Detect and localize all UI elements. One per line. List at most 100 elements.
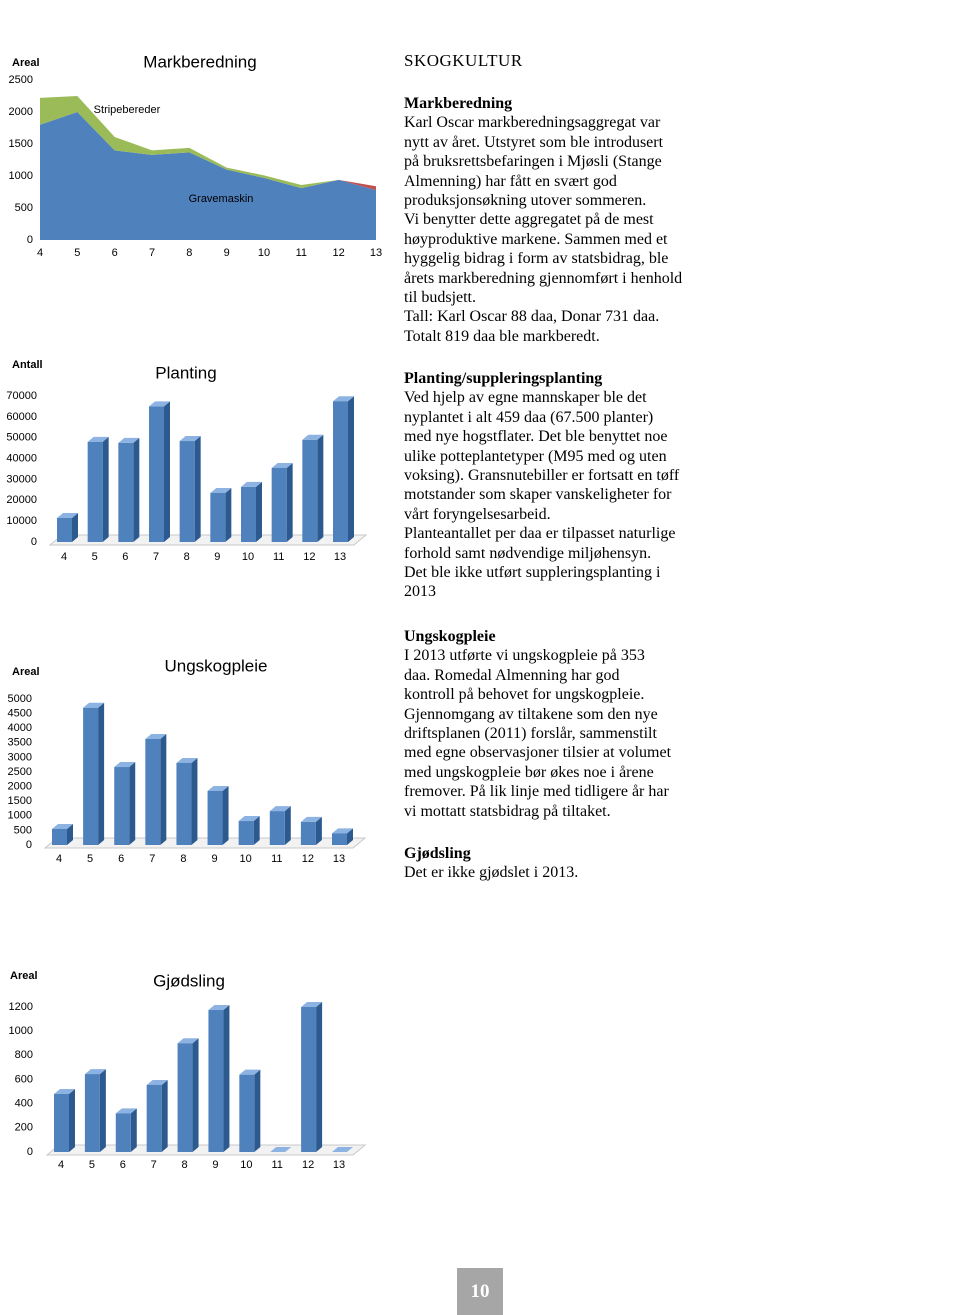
bar <box>301 1007 317 1152</box>
bar <box>114 767 130 845</box>
bar-side <box>67 823 73 845</box>
x-tick-label: 7 <box>153 551 159 563</box>
bar <box>332 833 347 845</box>
bar-top <box>332 828 353 834</box>
bar-side <box>164 401 170 542</box>
bar-side <box>194 436 201 542</box>
text-line: høyproduktive markene. Sammen med et <box>404 230 668 248</box>
y-tick-label: 2500 <box>9 74 33 86</box>
bar-side <box>192 1038 199 1152</box>
y-tick-label: 1200 <box>9 1001 33 1013</box>
y-tick-label: 50000 <box>6 432 37 444</box>
bar-side <box>348 396 354 542</box>
y-tick-label: 30000 <box>6 473 37 485</box>
text-line: årets markberedning gjennomført i henhol… <box>404 269 683 287</box>
bar-top <box>52 823 73 829</box>
x-tick-label: 7 <box>149 247 155 259</box>
y-axis-label: Antall <box>12 359 43 371</box>
y-tick-label: 10000 <box>6 515 37 527</box>
bar-top <box>210 487 232 493</box>
bar-side <box>191 757 198 845</box>
x-tick-label: 12 <box>302 1159 314 1171</box>
x-tick-label: 6 <box>122 551 128 563</box>
chart-title: Planting <box>155 363 216 382</box>
area <box>40 112 376 240</box>
text-line: på bruksrettsbefaringen i Mjøsli (Stange <box>404 153 662 171</box>
x-tick-label: 8 <box>186 247 192 259</box>
bar <box>145 739 161 845</box>
bar-side <box>315 816 322 845</box>
area <box>40 96 376 191</box>
y-tick-label: 2000 <box>8 781 32 793</box>
text-line: Det er ikke gjødslet i 2013. <box>404 864 579 882</box>
bar <box>239 1074 255 1152</box>
bar-top <box>177 1038 199 1044</box>
text-line: kontroll på behovet for ungskogpleie. <box>404 686 645 704</box>
text-line: hyggelig bidrag i form av statsbidrag, b… <box>404 250 669 268</box>
x-tick-label: 9 <box>224 247 230 259</box>
x-tick-label: 8 <box>184 551 190 563</box>
bar-top <box>149 401 170 407</box>
bar-side <box>102 436 109 542</box>
bar <box>149 406 164 542</box>
y-tick-label: 800 <box>15 1049 33 1061</box>
bar-side <box>286 462 293 542</box>
section: Markberedning Karl Oscar markberedningsag… <box>404 94 682 346</box>
x-tick-label: 6 <box>120 1159 126 1171</box>
text-line: til budsjett. <box>404 289 476 307</box>
section-heading: Planting/suppleringsplanting <box>404 370 603 387</box>
text-line: med ungskogpleie bør økes noe i årene <box>404 763 654 781</box>
bar-top <box>241 481 262 487</box>
bar <box>179 441 195 542</box>
y-axis-label: Areal <box>10 970 38 982</box>
bar-top <box>238 816 260 822</box>
bar <box>115 1113 131 1152</box>
bar-side <box>72 513 78 542</box>
bar-side <box>316 1002 323 1152</box>
x-tick-label: 11 <box>296 247 307 259</box>
chart-title: Markberedning <box>143 52 256 71</box>
text-line: Almenning) har fått en svært god <box>404 172 617 190</box>
x-tick-label: 7 <box>149 853 155 865</box>
bar <box>300 821 316 845</box>
y-tick-label: 70000 <box>6 390 37 402</box>
y-tick-label: 0 <box>26 839 32 851</box>
text-line: med nye hogstflater. Det ble benyttet no… <box>404 428 668 446</box>
bar <box>84 1074 100 1152</box>
x-tick-label: 10 <box>258 247 270 259</box>
bar <box>52 828 67 845</box>
y-tick-label: 3000 <box>8 751 32 763</box>
bar <box>177 1043 193 1152</box>
y-tick-label: 4000 <box>8 722 32 734</box>
bar-top <box>176 757 198 763</box>
x-tick-label: 4 <box>61 551 67 563</box>
text-line: ulike potteplantetyper (M95 med og uten <box>404 447 667 465</box>
x-tick-label: 4 <box>58 1159 64 1171</box>
bar-side <box>284 806 291 845</box>
y-tick-label: 1000 <box>9 170 33 182</box>
text-line: driftsplanen (2011) forslår, sammenstilt <box>404 725 657 743</box>
bar <box>271 467 287 542</box>
x-tick-label: 12 <box>303 551 315 563</box>
x-tick-label: 13 <box>333 1159 345 1171</box>
text-line: Planteantallet per daa er tilpasset natu… <box>404 525 676 543</box>
x-tick-label: 11 <box>272 1159 283 1171</box>
bar-side <box>225 487 232 542</box>
bar-top <box>271 462 293 468</box>
y-tick-label: 500 <box>15 202 33 214</box>
section: Planting/suppleringsplanting Ved hjelp av… <box>404 369 679 602</box>
bar-top <box>115 1108 137 1114</box>
text-line: vårt foryngelsesarbeid. <box>404 505 551 523</box>
bar-top <box>146 1079 168 1085</box>
x-tick-label: 5 <box>89 1159 95 1171</box>
x-tick-label: 6 <box>112 247 118 259</box>
text-line: I 2013 utførte vi ungskogpleie på 353 <box>404 647 645 665</box>
bar <box>57 518 72 542</box>
bar-top <box>208 1005 230 1011</box>
bar <box>146 1084 162 1152</box>
text-line: vi mottatt statsbidrag på tiltaket. <box>404 802 611 820</box>
bar-top <box>179 436 201 442</box>
y-tick-label: 0 <box>31 536 37 548</box>
bar-side <box>256 481 262 542</box>
